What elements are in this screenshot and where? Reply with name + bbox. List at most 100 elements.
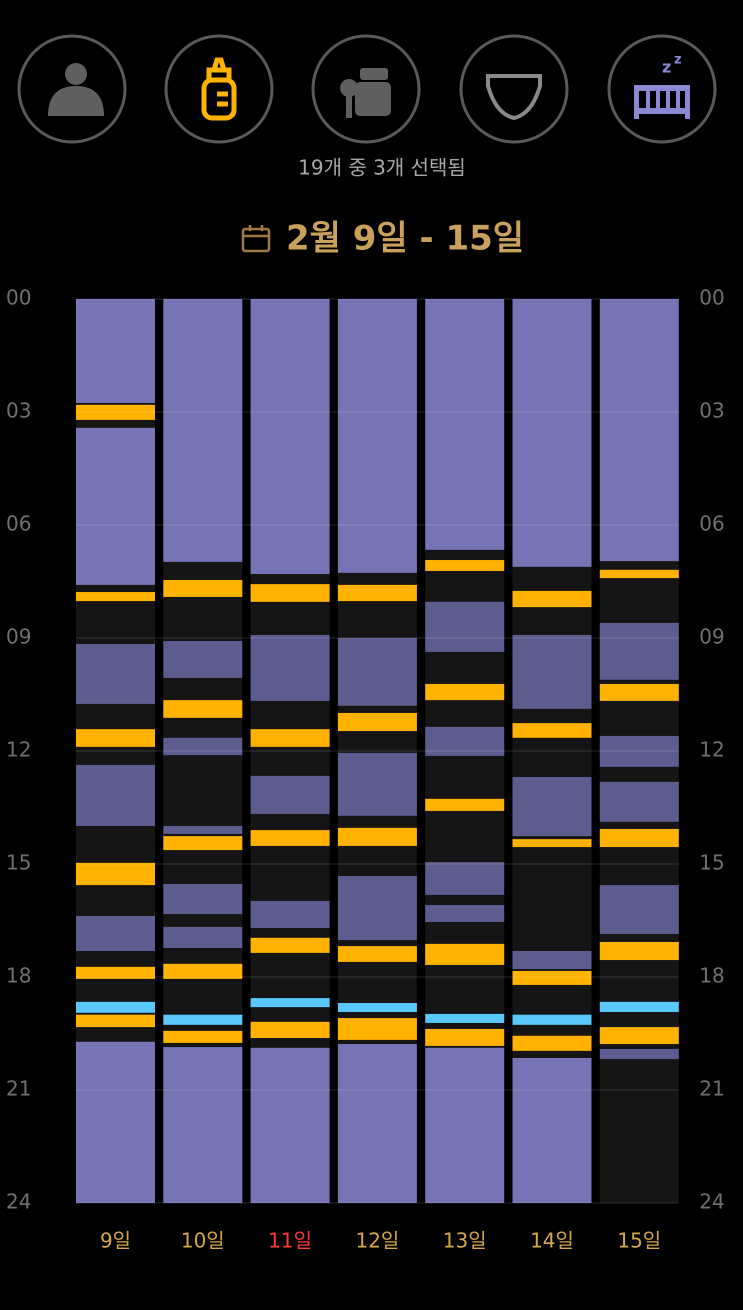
segment xyxy=(425,560,505,571)
segment xyxy=(512,1035,592,1051)
segment xyxy=(76,427,155,585)
day-label: 12일 xyxy=(355,1229,399,1253)
bottle-button[interactable] xyxy=(164,34,274,144)
segment xyxy=(425,1013,505,1023)
nursing-icon xyxy=(48,63,104,116)
segment xyxy=(425,943,505,965)
y-tick-label-left: 03 xyxy=(6,399,31,423)
segment xyxy=(337,584,417,602)
segment xyxy=(163,299,243,562)
y-tick-label-left: 15 xyxy=(6,851,31,875)
sleep-button[interactable] xyxy=(607,34,717,144)
segment xyxy=(250,584,330,602)
food-icon xyxy=(340,68,391,118)
segment xyxy=(76,404,155,420)
segment xyxy=(163,926,243,948)
segment xyxy=(337,752,417,816)
segment xyxy=(599,1027,679,1045)
segment xyxy=(76,299,155,403)
segment xyxy=(163,1030,243,1043)
segment xyxy=(337,827,417,846)
y-tick-label-right: 15 xyxy=(699,851,724,875)
segment xyxy=(337,712,417,732)
segment xyxy=(163,579,243,597)
segment xyxy=(599,781,679,822)
date-range[interactable]: 2월 9일 - 15일 xyxy=(286,219,524,259)
day-label: 10일 xyxy=(181,1229,225,1253)
svg-text:z: z xyxy=(662,58,671,77)
segment xyxy=(163,737,243,756)
segment xyxy=(250,998,330,1008)
segment xyxy=(425,1047,505,1203)
segment xyxy=(512,299,592,567)
y-tick-label-left: 18 xyxy=(6,964,31,988)
segment xyxy=(337,638,417,706)
y-tick-label-left: 21 xyxy=(6,1077,31,1101)
segment xyxy=(512,839,592,848)
segment xyxy=(163,641,243,678)
segment xyxy=(599,885,679,935)
selection-text: 19개 중 3개 선택됨 xyxy=(298,156,466,180)
segment xyxy=(76,966,155,979)
segment xyxy=(76,862,155,886)
diaper-button[interactable] xyxy=(459,34,569,144)
segment xyxy=(250,937,330,953)
y-tick-label-left: 12 xyxy=(6,738,31,762)
category-buttons xyxy=(17,34,717,144)
segment xyxy=(425,1028,505,1046)
segment xyxy=(76,1014,155,1028)
segment xyxy=(250,634,330,701)
segment xyxy=(76,1041,155,1203)
segment xyxy=(163,700,243,718)
segment xyxy=(250,900,330,929)
timeline-chart: 9일 10일 11일 12일 13일 14일 15일 00 00 03 03 06 06 09 09 12 12… xyxy=(6,286,725,1253)
y-tick-label-right: 21 xyxy=(699,1077,724,1101)
calendar-icon xyxy=(241,225,271,253)
segment xyxy=(425,683,505,701)
segment xyxy=(337,876,417,941)
segment xyxy=(512,951,592,970)
segment xyxy=(599,1048,679,1060)
svg-text:z: z xyxy=(674,53,682,68)
segment xyxy=(76,764,155,826)
food-button[interactable] xyxy=(311,34,421,144)
segment xyxy=(599,828,679,848)
segment xyxy=(599,299,679,562)
day-label: 14일 xyxy=(530,1229,574,1253)
segment xyxy=(512,1057,592,1203)
segment xyxy=(512,970,592,985)
y-tick-label-left: 06 xyxy=(6,512,31,536)
segment xyxy=(512,776,592,837)
segment xyxy=(512,1014,592,1025)
y-tick-label-right: 09 xyxy=(699,625,724,649)
segment xyxy=(425,798,505,811)
segment xyxy=(599,569,679,579)
segment xyxy=(599,683,679,701)
y-tick-label-left: 24 xyxy=(6,1190,31,1214)
segment xyxy=(163,836,243,851)
segment xyxy=(425,726,505,756)
segment xyxy=(512,590,592,608)
bottle-icon xyxy=(201,57,237,121)
segment xyxy=(599,735,679,767)
segment xyxy=(76,915,155,952)
segment xyxy=(76,1001,155,1013)
segment xyxy=(163,1047,243,1203)
segment xyxy=(599,1001,679,1013)
y-tick-label-right: 24 xyxy=(699,1190,724,1214)
segment xyxy=(425,905,505,923)
nursing-button[interactable] xyxy=(17,34,127,144)
day-label: 15일 xyxy=(617,1229,661,1253)
segment xyxy=(512,634,592,709)
day-label: 9일 xyxy=(100,1229,131,1253)
segment xyxy=(337,1044,417,1203)
segment xyxy=(425,601,505,652)
day-label: 13일 xyxy=(443,1229,487,1253)
segment xyxy=(425,299,505,550)
y-tick-label-left: 00 xyxy=(6,286,31,310)
segment xyxy=(163,1014,243,1025)
y-tick-label-right: 18 xyxy=(699,964,724,988)
segment xyxy=(163,963,243,979)
